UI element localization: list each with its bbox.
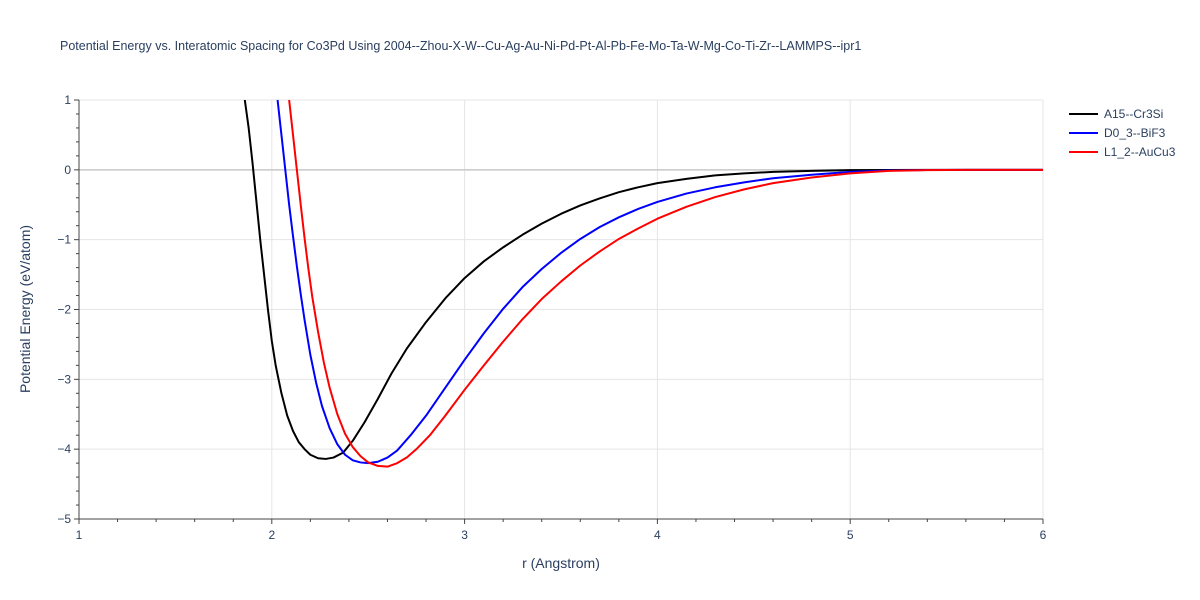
x-tick-label: 3 [461, 528, 468, 542]
y-tick-label: 0 [64, 163, 71, 177]
y-tick-label: −1 [57, 233, 71, 247]
legend-item[interactable]: D0_3--BiF3 [1069, 126, 1166, 140]
x-tick-label: 2 [268, 528, 275, 542]
chart-title: Potential Energy vs. Interatomic Spacing… [60, 39, 861, 53]
x-tick-labels: 1 2 3 4 5 6 [76, 528, 1047, 542]
legend-label: A15--Cr3Si [1104, 107, 1163, 121]
y-tick-label: −3 [57, 372, 71, 386]
axes [74, 99, 1044, 524]
y-tick-label: −4 [57, 442, 71, 456]
legend[interactable]: A15--Cr3Si D0_3--BiF3 L1_2--AuCu3 [1069, 107, 1176, 159]
legend-item[interactable]: A15--Cr3Si [1069, 107, 1163, 121]
y-tick-label: 1 [64, 93, 71, 107]
x-axis-title: r (Angstrom) [522, 555, 600, 571]
legend-label: L1_2--AuCu3 [1104, 145, 1176, 159]
x-tick-label: 6 [1040, 528, 1047, 542]
x-tick-label: 4 [654, 528, 661, 542]
y-tick-labels: 1 0 −1 −2 −3 −4 −5 [57, 93, 71, 526]
y-tick-label: −5 [57, 512, 71, 526]
x-tick-label: 5 [847, 528, 854, 542]
series-line-2 [288, 99, 1043, 468]
y-axis-title: Potential Energy (eV/atom) [17, 225, 33, 393]
legend-label: D0_3--BiF3 [1104, 126, 1166, 140]
x-tick-label: 1 [76, 528, 83, 542]
series-lines [243, 99, 1043, 468]
legend-item[interactable]: L1_2--AuCu3 [1069, 145, 1176, 159]
y-tick-label: −2 [57, 303, 71, 317]
series-line-1 [276, 99, 1043, 465]
series-line-0 [243, 99, 1043, 460]
